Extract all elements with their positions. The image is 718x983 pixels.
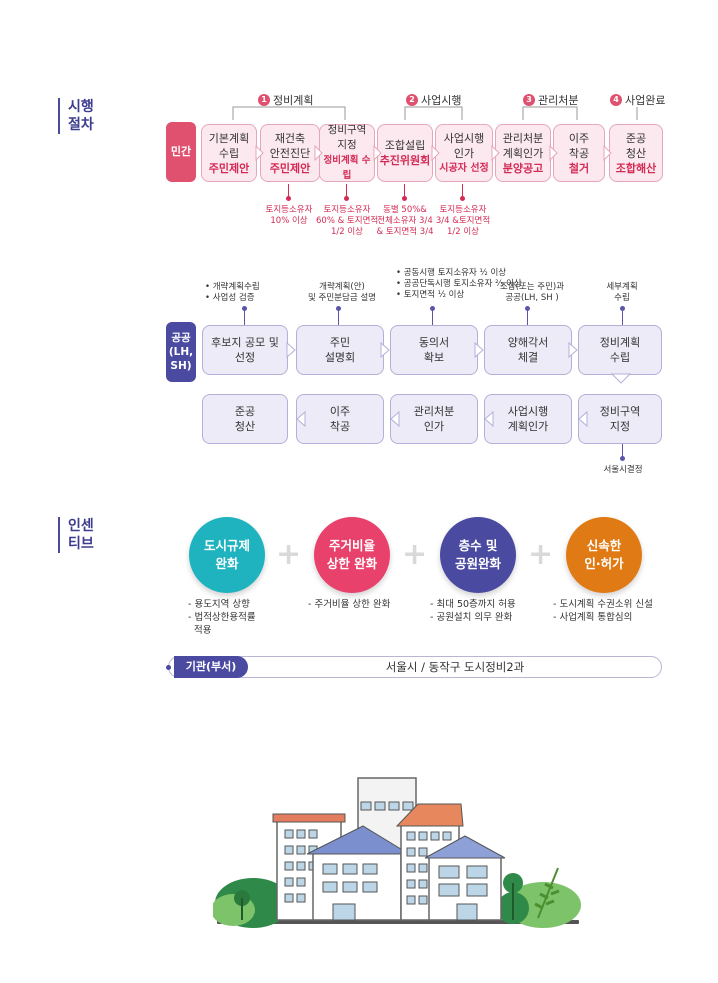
- public-note-2: 개략계획(안) 및 주민분담금 설명: [308, 282, 376, 303]
- connector-line: [432, 309, 433, 325]
- public-step-8: 관리처분 인가: [390, 394, 478, 444]
- public-note-4: 조합(또는 주민)과 공공(LH, SH ): [499, 282, 565, 303]
- public-step-2: 주민 설명회: [296, 325, 384, 375]
- private-step-8: 준공 청산 조합해산: [609, 124, 663, 182]
- incentive-notes-3: - 최대 50층까지 허용 - 공원설치 의무 완화: [430, 599, 516, 623]
- connector-line: [527, 309, 528, 325]
- incentive-notes-2: - 주거비율 상한 완화: [308, 599, 391, 610]
- public-step-6: 정비구역 지정: [578, 394, 662, 444]
- connector-dot: [460, 196, 465, 201]
- phase-brackets: [232, 106, 638, 120]
- public-arrows: [286, 341, 632, 428]
- phase-label: 사업완료: [625, 94, 666, 107]
- private-step-6: 관리처분 계획인가 분양공고: [495, 124, 551, 182]
- private-tag: 민간: [166, 122, 196, 182]
- private-note-2: 토지등소유자 60% & 토지면적 1/2 이상: [316, 205, 379, 237]
- private-note-1: 토지등소유자 10% 이상: [265, 205, 313, 226]
- connector-line: [338, 309, 339, 325]
- public-step-10: 준공 청산: [202, 394, 288, 444]
- incentive-notes-1: - 용도지역 상향 - 법적상한용적률 적용: [188, 599, 256, 636]
- public-step-3: 동의서 확보: [390, 325, 478, 375]
- connector-line: [288, 184, 289, 198]
- connector-dot: [620, 456, 625, 461]
- plus-icon: +: [528, 537, 554, 572]
- private-step-7: 이주 착공 철거: [553, 124, 605, 182]
- phase-number: 4: [610, 94, 622, 106]
- plus-icon: +: [402, 537, 428, 572]
- incentive-notes-4: - 도시계획 수권소위 신설 - 사업계획 통합심의: [553, 599, 653, 623]
- public-step-7: 사업시행 계획인가: [484, 394, 572, 444]
- connector-dot: [402, 196, 407, 201]
- connector-dot: [344, 196, 349, 201]
- section-label-incentive: 인센 티브: [58, 517, 120, 553]
- public-step-4: 양해각서 체결: [484, 325, 572, 375]
- private-note-3: 동별 50%& 전체소유자 3/4 & 토지면적 3/4: [376, 205, 434, 237]
- private-note-4: 토지등소유자 3/4 &토지면적 1/2 이상: [435, 205, 491, 237]
- agency-label: 기관(부서): [174, 656, 248, 678]
- connector-line: [622, 444, 623, 458]
- connector-line: [622, 309, 623, 325]
- phase-number: 1: [258, 94, 270, 106]
- public-note-1: • 개략계획수립 • 사업성 검증: [205, 282, 260, 303]
- connector-dot: [336, 306, 341, 311]
- public-step-1: 후보지 공모 및 선정: [202, 325, 288, 375]
- private-step-3: 정비구역 지정 정비계획 수립: [319, 124, 375, 182]
- connector-line: [462, 184, 463, 198]
- connector-dot: [430, 306, 435, 311]
- public-note-5: 세부계획 수립: [606, 282, 638, 303]
- public-bottom-note: 서울시결정: [603, 465, 643, 475]
- phase-2: 2 사업시행: [406, 92, 461, 108]
- incentive-circle-2: 주거비율 상한 완화: [314, 517, 390, 593]
- connector-dot: [286, 196, 291, 201]
- phase-label: 사업시행: [421, 94, 462, 107]
- connector-dot: [242, 306, 247, 311]
- public-step-5: 정비계획 수립: [578, 325, 662, 375]
- connector-dot: [525, 306, 530, 311]
- connector-line: [346, 184, 347, 198]
- connector-dot: [620, 306, 625, 311]
- incentive-circle-1: 도시규제 완화: [189, 517, 265, 593]
- phase-3: 3 관리처분: [523, 92, 578, 108]
- private-step-5: 사업시행 인가 시공자 선정: [435, 124, 493, 182]
- incentive-circle-4: 신속한 인·허가: [566, 517, 642, 593]
- agency-value: 서울시 / 동작구 도시정비2과: [385, 660, 525, 674]
- phase-number: 2: [406, 94, 418, 106]
- connector-line: [404, 184, 405, 198]
- connector-line: [244, 309, 245, 325]
- private-arrows: [255, 144, 612, 162]
- phase-4: 4 사업완료: [610, 92, 665, 108]
- city-illustration: [213, 777, 581, 928]
- public-note-3: • 공동시행 토지소유자 ½ 이상 • 공공단독시행 토지소유자 ⅔ 이상 • …: [396, 268, 522, 300]
- private-step-4: 조합설립 추진위원회: [377, 124, 433, 182]
- private-step-2: 재건축 안전진단 주민제안: [260, 124, 320, 182]
- incentive-circle-3: 층수 및 공원완화: [440, 517, 516, 593]
- phase-number: 3: [523, 94, 535, 106]
- plus-icon: +: [276, 537, 302, 572]
- agency-dot: [166, 665, 171, 670]
- public-tag: 공공 (LH, SH): [166, 322, 196, 382]
- phase-label: 정비계획: [273, 94, 314, 107]
- phase-label: 관리처분: [538, 94, 579, 107]
- public-step-9: 이주 착공: [296, 394, 384, 444]
- section-label-procedure: 시행 절차: [58, 98, 120, 134]
- phase-1: 1 정비계획: [258, 92, 313, 108]
